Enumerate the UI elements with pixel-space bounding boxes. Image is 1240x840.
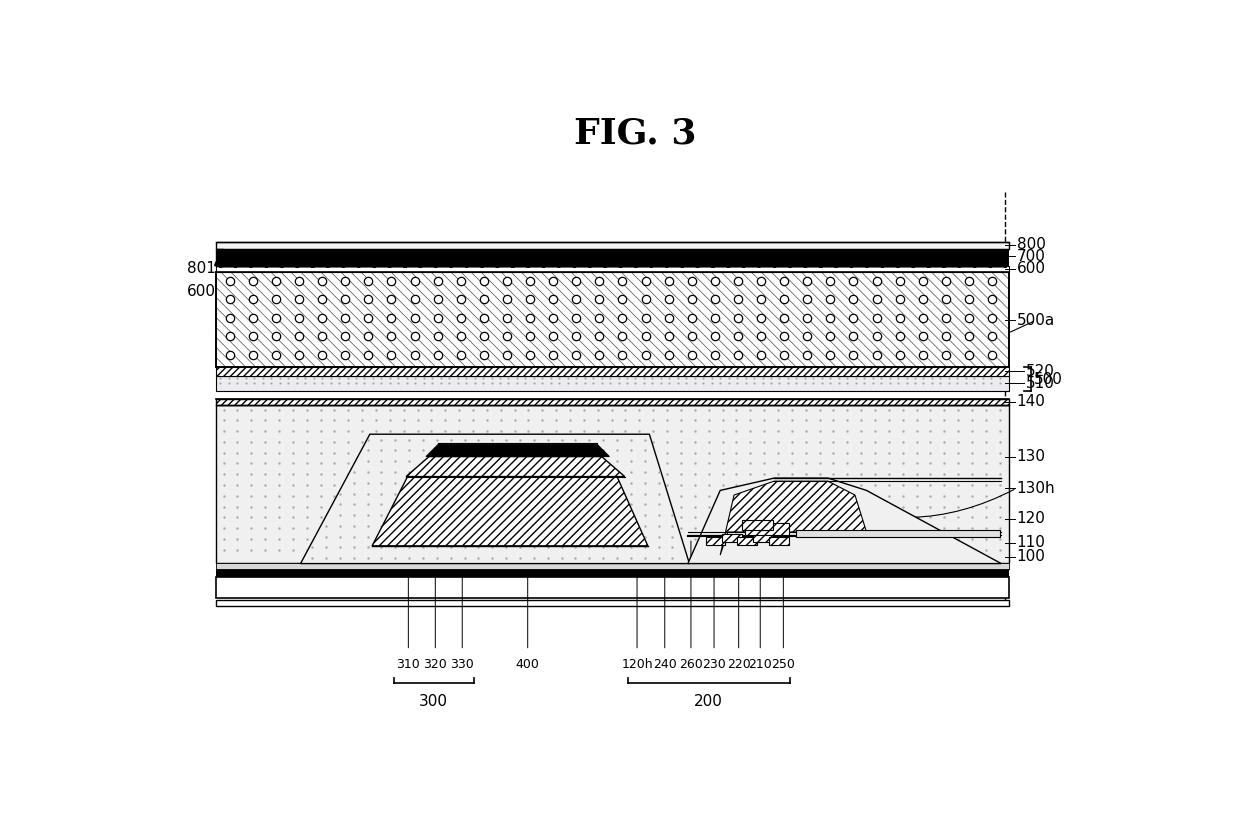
Polygon shape bbox=[405, 457, 625, 476]
Bar bbox=[745, 522, 790, 535]
Text: 120h: 120h bbox=[621, 659, 652, 671]
Bar bbox=[769, 538, 789, 545]
Bar bbox=[216, 563, 1009, 569]
Text: 600: 600 bbox=[1017, 261, 1045, 276]
Text: 110: 110 bbox=[1017, 535, 1045, 550]
Text: 320: 320 bbox=[423, 659, 448, 671]
Bar bbox=[216, 367, 1009, 375]
Text: 230: 230 bbox=[702, 659, 725, 671]
Text: FIG. 3: FIG. 3 bbox=[574, 116, 697, 150]
Text: 220: 220 bbox=[727, 659, 750, 671]
Polygon shape bbox=[688, 478, 1001, 564]
Text: 120: 120 bbox=[1017, 512, 1045, 527]
Bar bbox=[216, 600, 1009, 606]
Polygon shape bbox=[720, 481, 867, 555]
Text: 800: 800 bbox=[1017, 237, 1045, 252]
Text: 300: 300 bbox=[419, 694, 449, 709]
Bar bbox=[796, 531, 999, 538]
Bar bbox=[753, 534, 773, 542]
Bar bbox=[737, 538, 758, 545]
Text: 100: 100 bbox=[1017, 549, 1045, 564]
Polygon shape bbox=[427, 444, 609, 457]
Bar bbox=[216, 399, 1009, 405]
Bar bbox=[216, 405, 1009, 563]
Text: 330: 330 bbox=[450, 659, 474, 671]
Text: 700: 700 bbox=[1017, 249, 1045, 264]
Bar bbox=[216, 375, 1009, 391]
Bar bbox=[722, 534, 742, 542]
Bar bbox=[216, 576, 1009, 598]
Text: 210: 210 bbox=[749, 659, 773, 671]
Text: 130h: 130h bbox=[1017, 480, 1055, 496]
Text: 310: 310 bbox=[397, 659, 420, 671]
Text: 240: 240 bbox=[653, 659, 677, 671]
Text: 400: 400 bbox=[516, 659, 539, 671]
Bar bbox=[216, 271, 1009, 367]
Text: 140: 140 bbox=[1017, 394, 1045, 409]
Text: 500: 500 bbox=[1034, 372, 1063, 387]
Text: 500a: 500a bbox=[1017, 312, 1055, 328]
Text: 130: 130 bbox=[1017, 449, 1045, 464]
Bar bbox=[216, 569, 1009, 576]
Text: 250: 250 bbox=[771, 659, 795, 671]
Text: 200: 200 bbox=[694, 694, 723, 709]
Bar bbox=[707, 538, 725, 545]
Text: 510: 510 bbox=[1025, 375, 1055, 391]
Text: 801: 801 bbox=[187, 261, 216, 276]
Bar bbox=[216, 242, 1009, 249]
Polygon shape bbox=[300, 434, 689, 564]
Text: 520: 520 bbox=[1025, 364, 1055, 379]
Polygon shape bbox=[372, 476, 647, 546]
Bar bbox=[216, 271, 1009, 367]
Bar bbox=[742, 521, 773, 530]
Bar bbox=[216, 266, 1009, 271]
Text: 260: 260 bbox=[680, 659, 703, 671]
Text: 600s: 600s bbox=[187, 284, 224, 299]
Bar bbox=[216, 249, 1009, 266]
